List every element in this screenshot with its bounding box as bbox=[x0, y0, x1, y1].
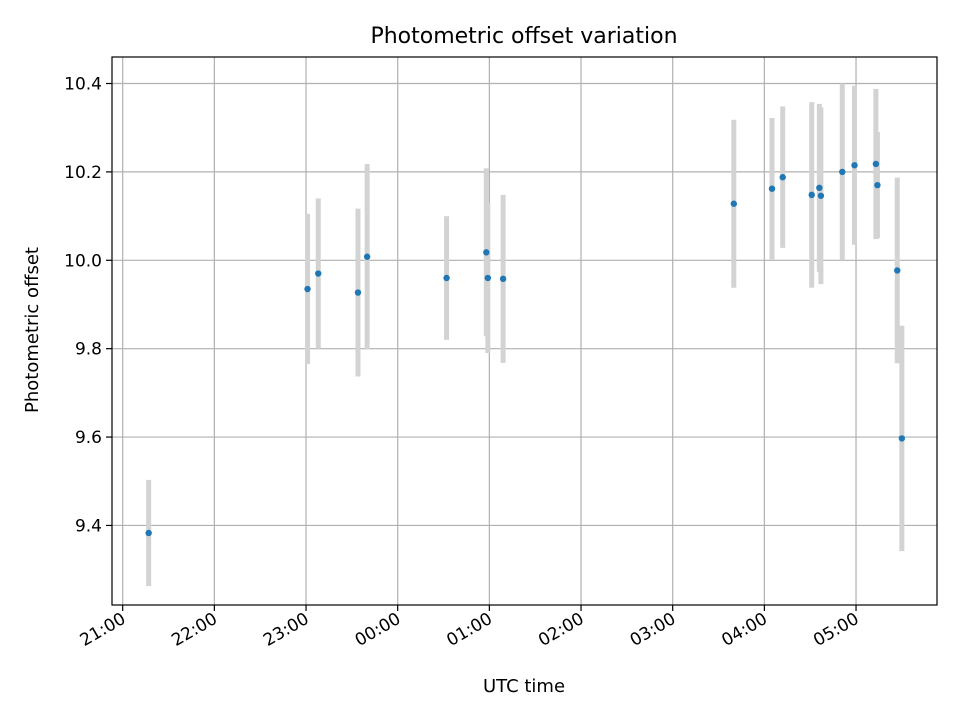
data-points bbox=[145, 160, 906, 537]
data-point bbox=[483, 249, 490, 256]
y-axis-label: Photometric offset bbox=[22, 247, 43, 413]
x-axis-label: UTC time bbox=[483, 676, 565, 697]
data-point bbox=[354, 289, 362, 296]
data-point bbox=[839, 168, 846, 176]
data-point bbox=[898, 435, 906, 442]
data-point bbox=[730, 200, 738, 207]
data-point bbox=[315, 270, 322, 277]
y-tick-label: 10.0 bbox=[64, 251, 102, 271]
data-point bbox=[851, 162, 858, 169]
data-point bbox=[768, 185, 776, 192]
y-tick-label: 9.6 bbox=[75, 428, 102, 448]
data-point bbox=[817, 192, 825, 199]
y-tick-label: 9.4 bbox=[75, 516, 102, 536]
y-tick-label: 10.4 bbox=[64, 75, 102, 95]
data-point bbox=[145, 529, 152, 537]
data-point bbox=[484, 274, 492, 282]
data-point bbox=[874, 181, 881, 189]
data-point bbox=[894, 267, 901, 274]
data-point bbox=[808, 191, 815, 199]
plot-frame bbox=[111, 56, 938, 606]
data-point bbox=[872, 160, 880, 168]
chart-title: Photometric offset variation bbox=[370, 24, 677, 49]
data-point bbox=[816, 184, 823, 192]
data-point bbox=[779, 174, 786, 181]
data-point bbox=[499, 275, 507, 283]
y-tick-label: 9.8 bbox=[75, 340, 102, 360]
data-point bbox=[304, 285, 311, 293]
data-point bbox=[363, 253, 371, 260]
data-point bbox=[443, 274, 450, 282]
y-tick-label: 10.2 bbox=[64, 163, 102, 183]
